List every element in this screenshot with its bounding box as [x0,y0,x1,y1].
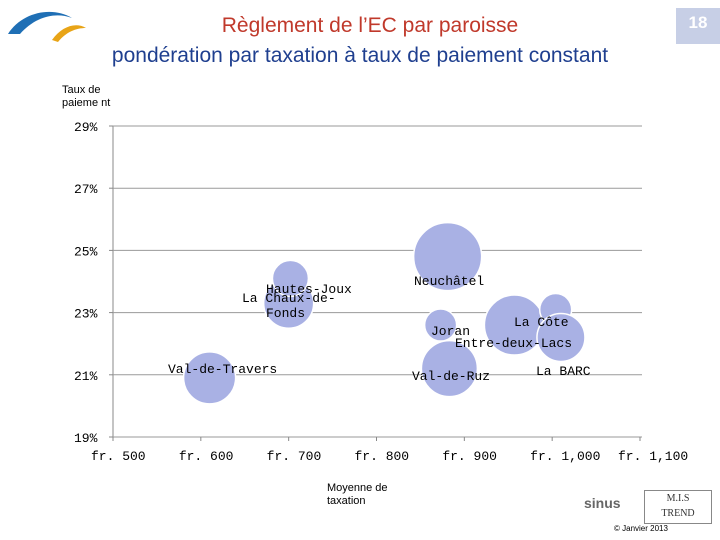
x-tick-label: fr. 800 [355,449,410,464]
x-tick-label: fr. 1,100 [618,449,688,464]
bubble-label: Val-de-Ruz [412,369,490,384]
bubble-label: Val-de-Travers [168,362,277,377]
bubble [536,312,586,363]
x-tick-label: fr. 900 [442,449,497,464]
bubble-label: Entre-deux-Lacs [455,336,572,351]
y-axis-label: Taux de paieme nt [62,84,111,109]
bubble [420,339,479,398]
y-tick-label: 29% [74,120,98,135]
bubble [182,351,237,405]
bubble [423,308,458,342]
x-tick-label: fr. 500 [91,449,146,464]
bubble-label: Hautes-Joux [266,282,352,297]
bubble-label: Neuchâtel [414,274,484,289]
bubble-label: La Chaux-de-Fonds [242,291,336,321]
sinus-logo: sinus [584,495,621,511]
mis-trend-logo: M.I.S TREND [644,490,712,524]
mis-logo-line1: M.I.S [666,493,690,504]
y-tick-label: 23% [74,307,98,322]
copyright-text: © Janvier 2013 [614,524,668,533]
bubble-label: La BARC [536,364,591,379]
x-tick-label: fr. 1,000 [530,449,600,464]
x-axis-label: Moyenne de taxation [327,482,388,507]
y-tick-label: 27% [74,182,98,197]
x-tick-label: fr. 600 [179,449,234,464]
bubble-label: La Côte [514,315,569,330]
y-tick-label: 21% [74,369,98,384]
page-number: 18 [676,8,720,44]
x-tick-label: fr. 700 [267,449,322,464]
bubble [271,259,310,298]
bubble-label: Joran [431,324,470,339]
logo-swoosh-icon [8,11,86,42]
chart-title: Règlement de l’EC par paroisse [221,14,519,37]
y-tick-label: 25% [74,244,98,259]
y-tick-label: 19% [74,431,98,446]
chart-subtitle: pondération par taxation à taux de paiem… [111,44,609,67]
mis-logo-line2: TREND [661,508,695,519]
bubble [412,221,483,292]
